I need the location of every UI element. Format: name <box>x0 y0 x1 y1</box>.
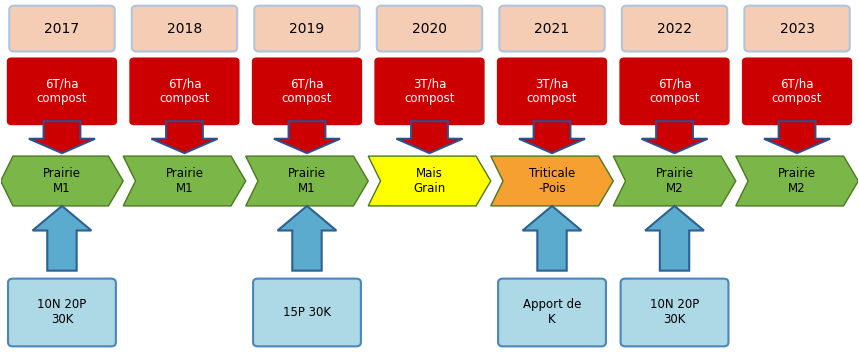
FancyBboxPatch shape <box>130 57 240 125</box>
Text: 3T/ha
compost: 3T/ha compost <box>527 77 577 105</box>
Text: Prairie
M2: Prairie M2 <box>655 167 693 195</box>
FancyBboxPatch shape <box>620 279 728 346</box>
Text: Triticale
-Pois: Triticale -Pois <box>529 167 576 195</box>
Text: 10N 20P
30K: 10N 20P 30K <box>37 298 87 326</box>
Text: 2021: 2021 <box>534 21 570 36</box>
Text: Apport de
K: Apport de K <box>523 298 582 326</box>
Text: 3T/ha
compost: 3T/ha compost <box>405 77 454 105</box>
Polygon shape <box>29 121 95 153</box>
Text: 15P 30K: 15P 30K <box>283 306 331 319</box>
Polygon shape <box>522 206 582 271</box>
FancyBboxPatch shape <box>377 6 482 52</box>
Polygon shape <box>764 121 830 153</box>
FancyBboxPatch shape <box>742 57 852 125</box>
Polygon shape <box>519 121 585 153</box>
FancyBboxPatch shape <box>254 6 360 52</box>
Polygon shape <box>642 121 708 153</box>
Polygon shape <box>246 156 369 206</box>
Polygon shape <box>645 206 704 271</box>
Text: 10N 20P
30K: 10N 20P 30K <box>650 298 699 326</box>
Text: Prairie
M1: Prairie M1 <box>166 167 204 195</box>
Polygon shape <box>613 156 736 206</box>
Polygon shape <box>369 156 490 206</box>
FancyBboxPatch shape <box>8 279 116 346</box>
Text: 2022: 2022 <box>657 21 692 36</box>
Text: 2019: 2019 <box>289 21 325 36</box>
FancyBboxPatch shape <box>252 57 362 125</box>
Polygon shape <box>396 121 463 153</box>
Text: 2020: 2020 <box>412 21 447 36</box>
FancyBboxPatch shape <box>622 6 728 52</box>
Text: Prairie
M2: Prairie M2 <box>778 167 816 195</box>
Text: 6T/ha
compost: 6T/ha compost <box>282 77 332 105</box>
FancyBboxPatch shape <box>619 57 729 125</box>
Text: 6T/ha
compost: 6T/ha compost <box>649 77 700 105</box>
FancyBboxPatch shape <box>375 57 484 125</box>
FancyBboxPatch shape <box>131 6 237 52</box>
FancyBboxPatch shape <box>499 6 605 52</box>
Text: Prairie
M1: Prairie M1 <box>288 167 326 195</box>
Polygon shape <box>274 121 340 153</box>
Text: Mais
Grain: Mais Grain <box>413 167 446 195</box>
Polygon shape <box>33 206 91 271</box>
Text: Prairie
M1: Prairie M1 <box>43 167 81 195</box>
Polygon shape <box>123 156 246 206</box>
Text: 6T/ha
compost: 6T/ha compost <box>771 77 822 105</box>
FancyBboxPatch shape <box>9 6 114 52</box>
FancyBboxPatch shape <box>7 57 117 125</box>
Text: 2023: 2023 <box>780 21 814 36</box>
Polygon shape <box>490 156 613 206</box>
FancyBboxPatch shape <box>497 57 607 125</box>
Text: 2017: 2017 <box>45 21 80 36</box>
Text: 6T/ha
compost: 6T/ha compost <box>159 77 210 105</box>
Polygon shape <box>736 156 858 206</box>
Text: 6T/ha
compost: 6T/ha compost <box>37 77 88 105</box>
FancyBboxPatch shape <box>745 6 850 52</box>
Polygon shape <box>277 206 337 271</box>
Text: 2018: 2018 <box>167 21 202 36</box>
FancyBboxPatch shape <box>498 279 606 346</box>
FancyBboxPatch shape <box>253 279 361 346</box>
Polygon shape <box>1 156 123 206</box>
Polygon shape <box>151 121 217 153</box>
